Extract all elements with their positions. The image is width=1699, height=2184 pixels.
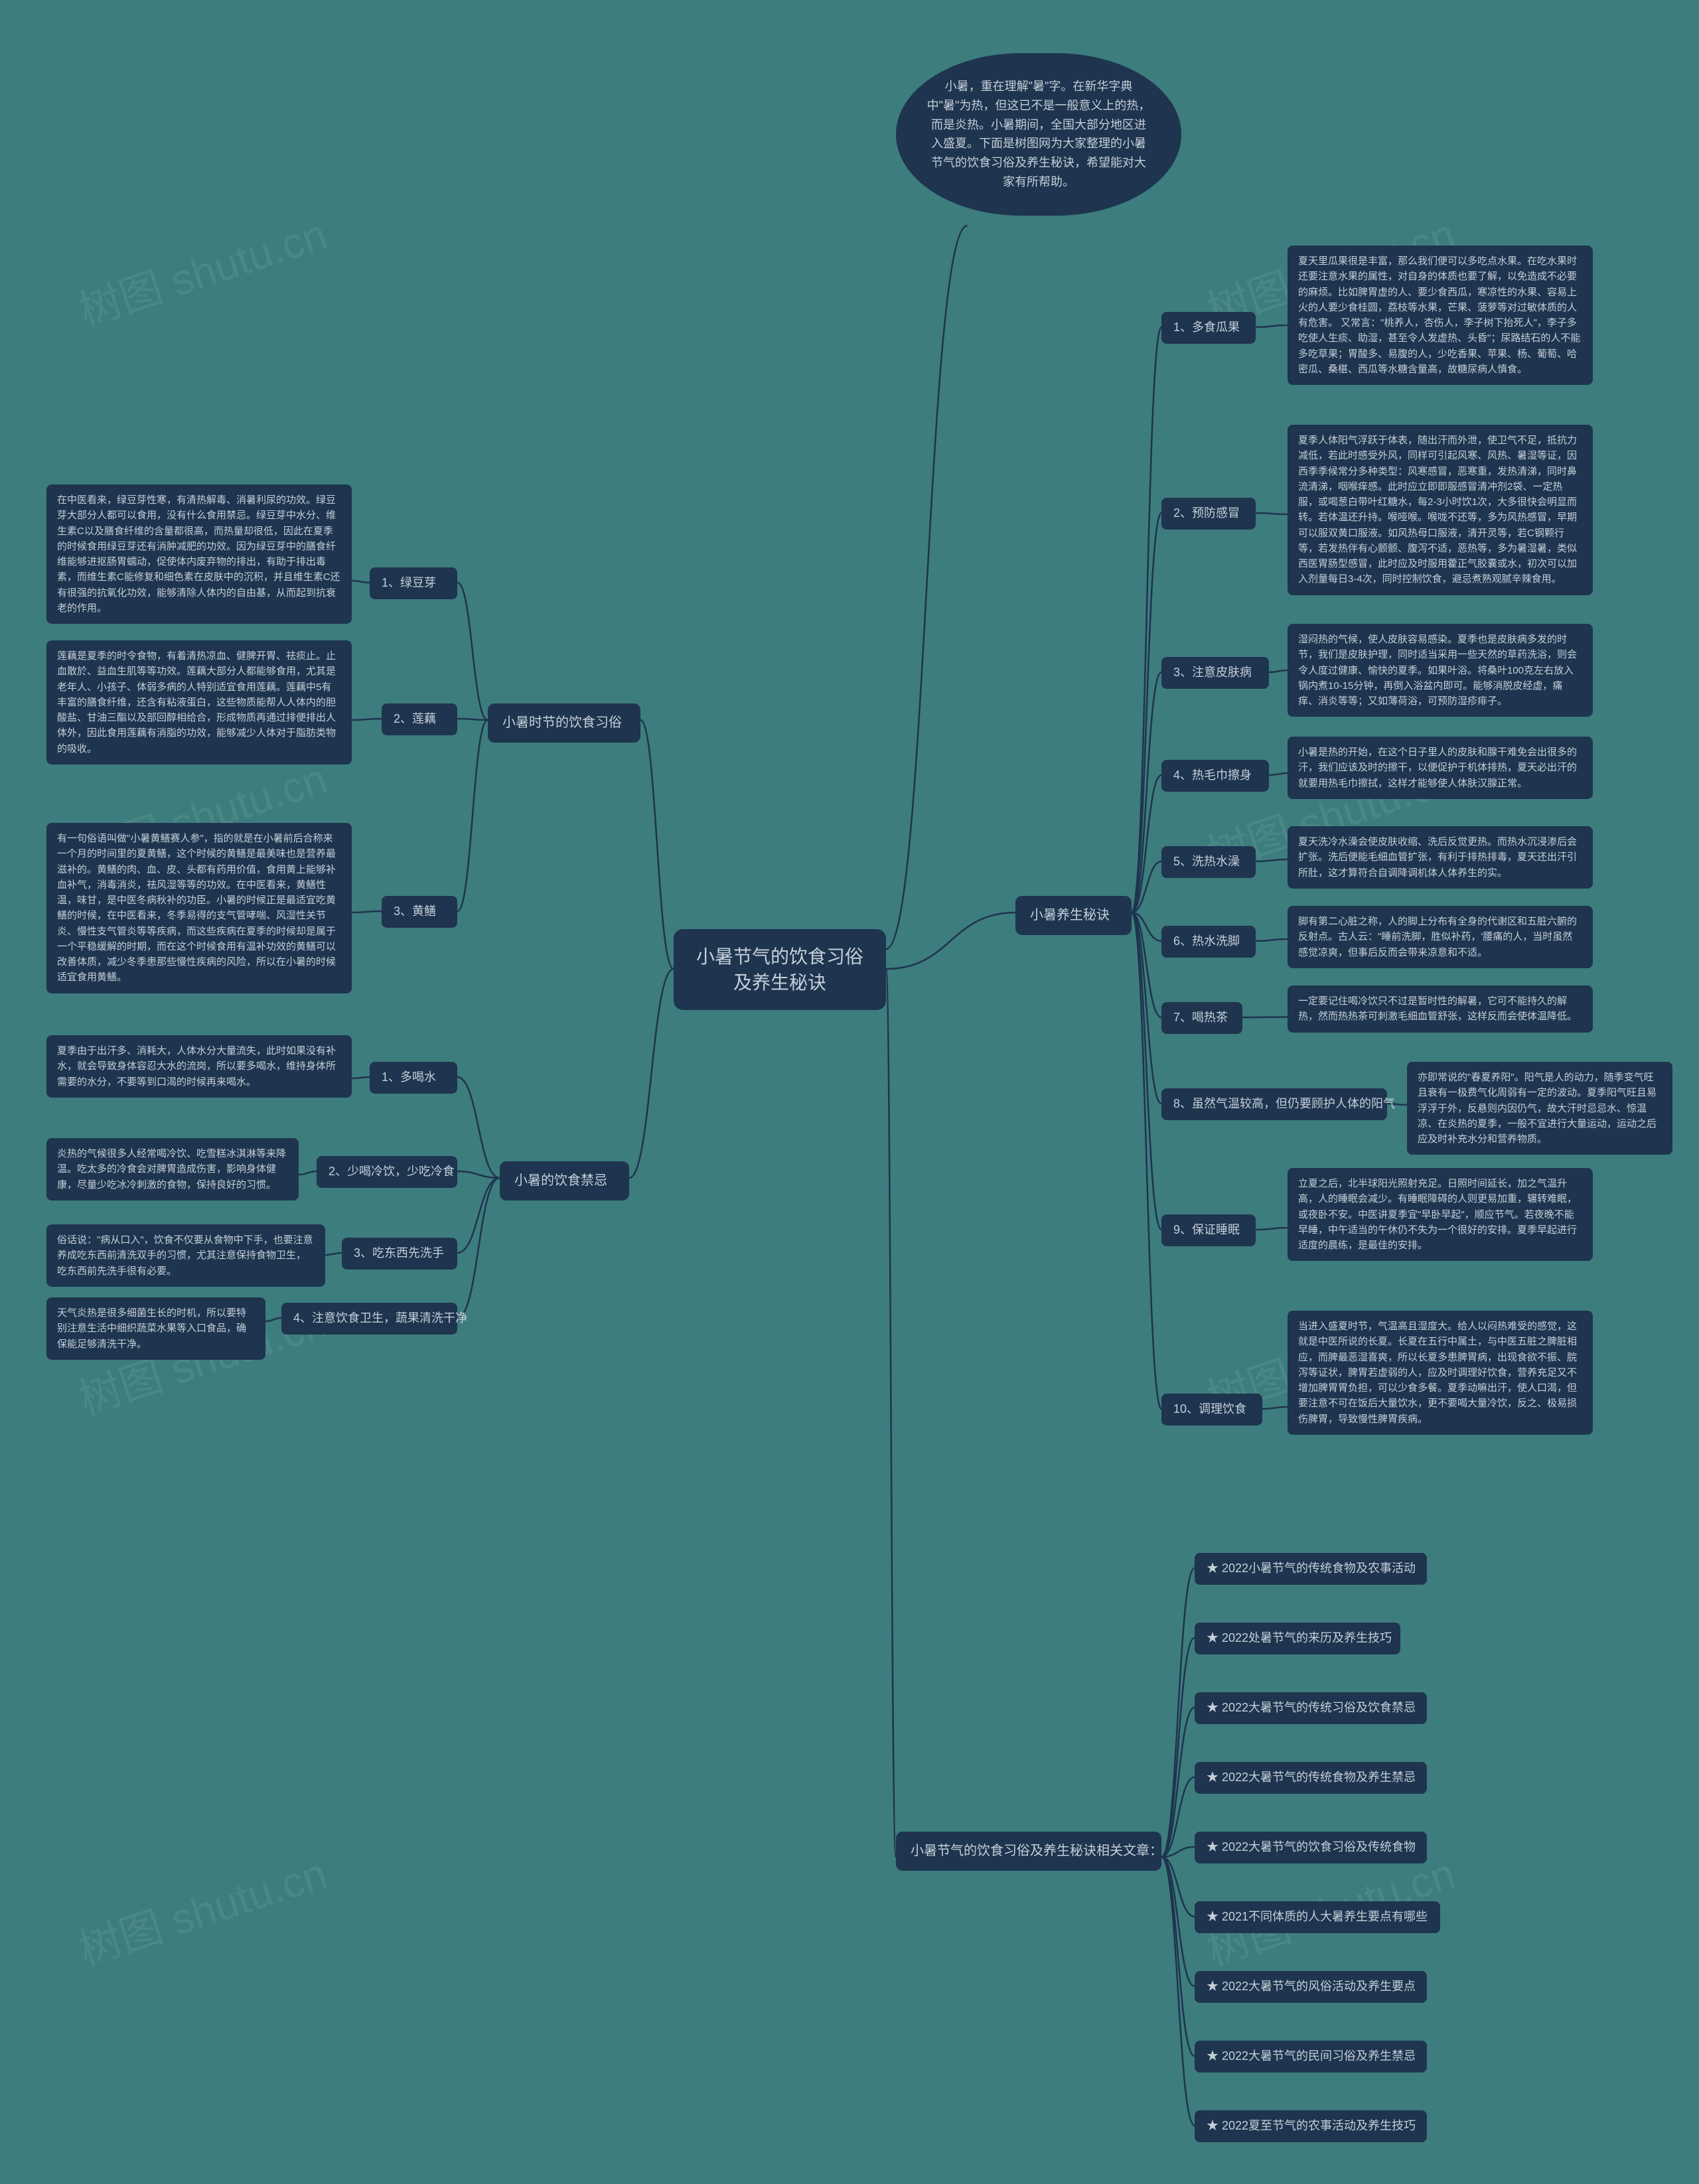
leaf-b2c4l[interactable]: 天气炎热是很多细菌生长的时机，所以要特别注意生活中细织蔬菜水果等入口食品，确保能… bbox=[46, 1297, 265, 1360]
leaf-b3c8l[interactable]: 亦即常说的"春夏养阳"。阳气是人的动力，随季变气旺且衰有一极费气化周弱有一定的波… bbox=[1407, 1062, 1672, 1155]
item-b3c2[interactable]: 2、预防感冒 bbox=[1161, 498, 1256, 530]
item-b2c3[interactable]: 3、吃东西先洗手 bbox=[342, 1238, 457, 1270]
item-b4c6[interactable]: ★ 2021不同体质的人大暑养生要点有哪些 bbox=[1195, 1901, 1440, 1933]
item-b4c1[interactable]: ★ 2022小暑节气的传统食物及农事活动 bbox=[1195, 1553, 1427, 1585]
item-b4c9[interactable]: ★ 2022夏至节气的农事活动及养生技巧 bbox=[1195, 2110, 1427, 2142]
branch-b1[interactable]: 小暑时节的饮食习俗 bbox=[488, 703, 640, 743]
item-b4c7[interactable]: ★ 2022大暑节气的风俗活动及养生要点 bbox=[1195, 1971, 1427, 2003]
item-b3c1[interactable]: 1、多食瓜果 bbox=[1161, 312, 1256, 344]
leaf-b2c3l[interactable]: 俗话说："病从口入"，饮食不仅要从食物中下手，也要注意养成吃东西前清洗双手的习惯… bbox=[46, 1224, 325, 1287]
item-b3c10[interactable]: 10、调理饮食 bbox=[1161, 1394, 1262, 1425]
item-b4c4[interactable]: ★ 2022大暑节气的传统食物及养生禁忌 bbox=[1195, 1762, 1427, 1794]
item-b1c3[interactable]: 3、黄鳝 bbox=[382, 896, 457, 928]
item-b3c5[interactable]: 5、洗热水澡 bbox=[1161, 846, 1256, 878]
item-b2c4[interactable]: 4、注意饮食卫生，蔬果清洗干净 bbox=[281, 1303, 457, 1335]
item-b4c2[interactable]: ★ 2022处暑节气的来历及养生技巧 bbox=[1195, 1623, 1400, 1654]
leaf-b3c10l[interactable]: 当进入盛夏时节，气温高且湿度大。给人以闷热难受的感觉，这就是中医所说的长夏。长夏… bbox=[1288, 1311, 1593, 1435]
leaf-b2c1l[interactable]: 夏季由于出汗多、消耗大，人体水分大量流失，此时如果没有补水，就会导致身体容忍大水… bbox=[46, 1035, 352, 1098]
leaf-b3c6l[interactable]: 脚有第二心脏之称，人的脚上分布有全身的代谢区和五脏六腑的反射点。古人云："睡前洗… bbox=[1288, 906, 1593, 968]
item-b2c1[interactable]: 1、多喝水 bbox=[370, 1062, 457, 1094]
item-b3c7[interactable]: 7、喝热茶 bbox=[1161, 1002, 1242, 1034]
item-b4c8[interactable]: ★ 2022大暑节气的民间习俗及养生禁忌 bbox=[1195, 2041, 1427, 2073]
watermark: 树图 shutu.cn bbox=[70, 200, 333, 338]
item-b1c2[interactable]: 2、莲藕 bbox=[382, 703, 457, 735]
item-b1c1[interactable]: 1、绿豆芽 bbox=[370, 567, 457, 599]
leaf-b3c9l[interactable]: 立夏之后，北半球阳光照射充足。日照时间延长，加之气温升高，人的睡眠会减少。有睡眠… bbox=[1288, 1168, 1593, 1261]
item-b4c3[interactable]: ★ 2022大暑节气的传统习俗及饮食禁忌 bbox=[1195, 1692, 1427, 1724]
leaf-b3c3l[interactable]: 湿闷热的气候，使人皮肤容易感染。夏季也是皮肤病多发的时节，我们是皮肤护理，同时适… bbox=[1288, 624, 1593, 717]
leaf-b3c5l[interactable]: 夏天洗冷水澡会使皮肤收缩、洗后反觉更热。而热水沉浸渗后会扩张。洗后便能毛细血管扩… bbox=[1288, 826, 1593, 889]
mindmap-canvas: 树图 shutu.cn树图 shutu.cn树图 shutu.cn树图 shut… bbox=[0, 0, 1699, 2184]
item-b4c5[interactable]: ★ 2022大暑节气的饮食习俗及传统食物 bbox=[1195, 1832, 1427, 1863]
branch-b2[interactable]: 小暑的饮食禁忌 bbox=[500, 1161, 629, 1201]
leaf-b1c2l[interactable]: 莲藕是夏季的时令食物，有着清热凉血、健脾开胃、祛痰止。止血散於、益血生肌等等功效… bbox=[46, 640, 352, 764]
leaf-b2c2l[interactable]: 炎热的气候很多人经常喝冷饮、吃雪糕冰淇淋等来降温。吃太多的冷食会对脾胃造成伤害，… bbox=[46, 1138, 299, 1201]
leaf-b3c4l[interactable]: 小暑是热的开始，在这个日子里人的皮肤和腺干难免会出很多的汗，我们应该及时的擦干，… bbox=[1288, 737, 1593, 799]
leaf-b1c3l[interactable]: 有一句俗语叫做"小暑黄鳝赛人参"，指的就是在小暑前后合称来一个月的时间里的夏黄鳝… bbox=[46, 823, 352, 993]
watermark: 树图 shutu.cn bbox=[70, 1840, 333, 1977]
leaf-b3c1l[interactable]: 夏天里瓜果很是丰富，那么我们便可以多吃点水果。在吃水果时还要注意水果的属性，对自… bbox=[1288, 246, 1593, 385]
branch-b4[interactable]: 小暑节气的饮食习俗及养生秘诀相关文章： bbox=[896, 1832, 1161, 1871]
leaf-b1c1l[interactable]: 在中医看来，绿豆芽性寒，有清热解毒、消暑利尿的功效。绿豆芽大部分人都可以食用，没… bbox=[46, 484, 352, 624]
item-b3c8[interactable]: 8、虽然气温较高，但仍要顾护人体的阳气 bbox=[1161, 1088, 1387, 1120]
leaf-b3c7l[interactable]: 一定要记住喝冷饮只不过是暂时性的解暑，它可不能持久的解热，然而热热茶可刺激毛细血… bbox=[1288, 985, 1593, 1033]
item-b3c9[interactable]: 9、保证睡眠 bbox=[1161, 1214, 1256, 1246]
item-b3c6[interactable]: 6、热水洗脚 bbox=[1161, 926, 1256, 958]
branch-b3[interactable]: 小暑养生秘诀 bbox=[1015, 896, 1132, 935]
item-b2c2[interactable]: 2、少喝冷饮，少吃冷食 bbox=[317, 1156, 457, 1188]
intro-node[interactable]: 小暑，重在理解"暑"字。在新华字典中"暑"为热，但这已不是一般意义上的热，而是炎… bbox=[896, 53, 1181, 216]
leaf-b3c2l[interactable]: 夏季人体阳气浮跃于体表，随出汗而外泄，使卫气不足，抵抗力减低，若此时感受外风，同… bbox=[1288, 425, 1593, 595]
root-node[interactable]: 小暑节气的饮食习俗及养生秘诀 bbox=[674, 929, 886, 1010]
item-b3c3[interactable]: 3、注意皮肤病 bbox=[1161, 657, 1269, 689]
item-b3c4[interactable]: 4、热毛巾擦身 bbox=[1161, 760, 1269, 792]
